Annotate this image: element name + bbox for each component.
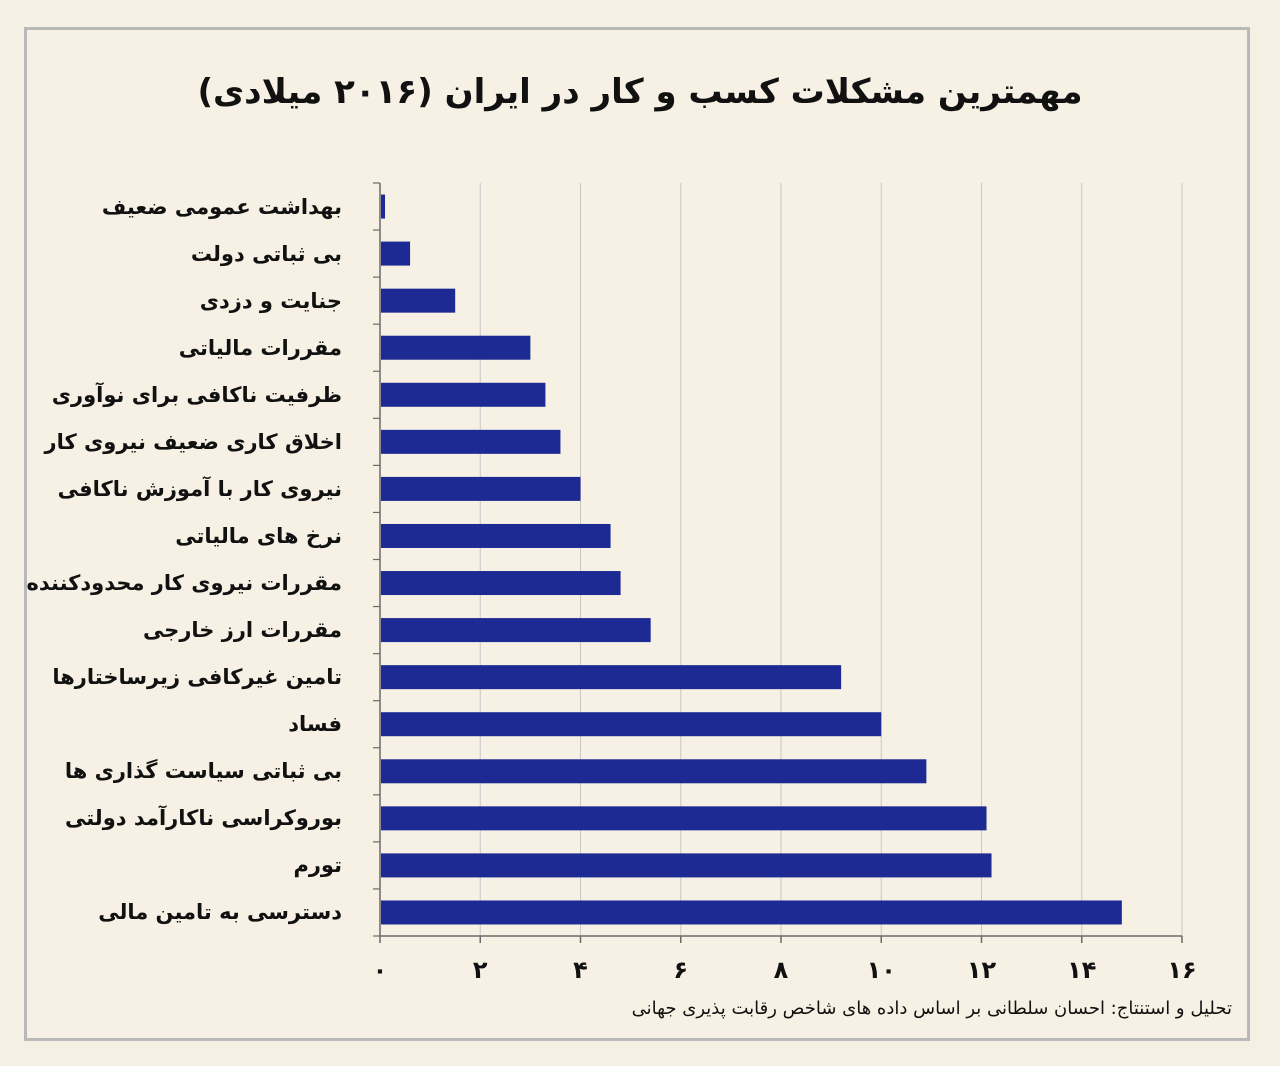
bar (381, 476, 581, 501)
bar (381, 429, 561, 454)
category-label: مقررات نیروی کار محدودکننده (26, 571, 343, 596)
bar (381, 759, 927, 784)
bar (381, 335, 531, 360)
chart-title: مهمترین مشکلات کسب و کار در ایران (۲۰۱۶ … (197, 72, 1083, 112)
x-tick-label: ۲ (472, 956, 488, 984)
category-label: بهداشت عمومی ضعیف (101, 194, 342, 219)
bar (381, 571, 621, 596)
bar (381, 382, 546, 407)
category-label: فساد (288, 712, 342, 737)
category-label: ظرفیت ناکافی برای نوآوری (51, 382, 342, 407)
x-tick-label: ۰ (372, 956, 388, 984)
bar (381, 853, 992, 878)
category-label: نرخ های مالیاتی (175, 523, 342, 548)
x-tick-label: ۱۶ (1167, 956, 1197, 984)
category-label: بی ثباتی دولت (190, 241, 342, 266)
bar (381, 523, 611, 548)
category-label: جنایت و دزدی (199, 288, 342, 313)
bar (381, 241, 411, 266)
source-note: تحلیل و استنتاج: احسان سلطانی بر اساس دا… (631, 998, 1232, 1019)
x-tick-label: ۸ (773, 956, 789, 984)
x-tick-label: ۶ (673, 956, 689, 984)
category-label: دسترسی به تامین مالی (98, 900, 342, 925)
x-tick-label: ۱۲ (966, 956, 997, 984)
bar (381, 665, 842, 690)
bar (381, 194, 386, 219)
category-label: تامین غیرکافی زیرساختارها (52, 665, 342, 690)
bar (381, 288, 456, 313)
bar (381, 806, 987, 831)
x-tick-label: ۴ (573, 956, 588, 984)
bar (381, 900, 1122, 925)
category-label: نیروی کار با آموزش ناکافی (57, 476, 342, 501)
bar (381, 618, 651, 643)
x-tick-label: ۱۰ (866, 956, 896, 984)
category-label: مقررات مالیاتی (178, 335, 342, 360)
category-label: مقررات ارز خارجی (142, 618, 342, 643)
category-label: اخلاق کاری ضعیف نیروی کار (44, 429, 342, 454)
x-tick-label: ۱۴ (1067, 956, 1097, 984)
category-label: بی ثباتی سیاست گذاری ها (64, 759, 342, 784)
category-label: بوروکراسی ناکارآمد دولتی (64, 806, 342, 831)
category-label: تورم (293, 853, 342, 878)
bar (381, 712, 882, 737)
